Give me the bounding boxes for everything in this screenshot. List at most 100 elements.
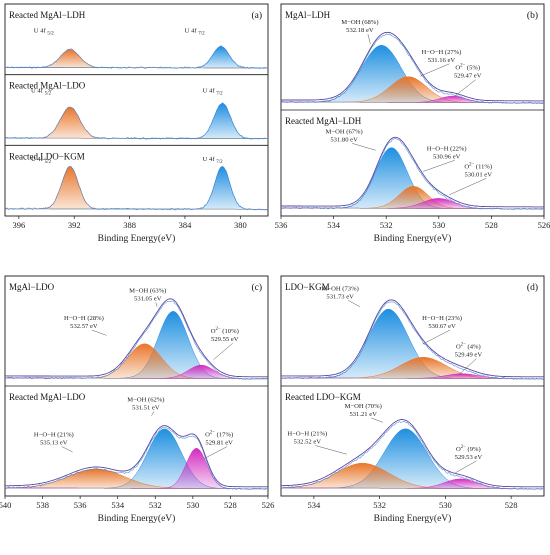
peak-label-text: U 4f: [31, 87, 45, 94]
x-tick-label: 526: [262, 500, 275, 510]
peak-energy: 531.16 eV: [428, 57, 456, 64]
x-tick-label: 530: [186, 500, 199, 510]
baseline-curve: [281, 487, 544, 490]
peak-blue: [5, 46, 268, 69]
peak-label-name: O: [205, 432, 210, 439]
peak-blue: [5, 103, 268, 139]
peak-label: M−OH (63%): [129, 288, 166, 295]
peak-label: M−OH (70%): [345, 403, 382, 410]
x-tick-label: 534: [111, 500, 125, 510]
leader-line: [151, 411, 155, 416]
panel-letter: (a): [251, 10, 262, 21]
peak-label: M−OH (67%): [326, 128, 363, 135]
peak-label-pct: (5%): [465, 65, 480, 72]
fit-envelope: [281, 419, 544, 488]
raw-spectrum: [4, 45, 269, 69]
x-tick-label: 384: [179, 220, 193, 230]
raw-spectrum: [280, 33, 544, 104]
subplot-title: Reacted MgAl−LDH: [9, 10, 86, 20]
peak-label-subscript: 5/2: [45, 160, 52, 165]
leader-line: [315, 445, 347, 455]
peak-energy: 529.53 eV: [455, 454, 483, 461]
peak-label-text: U 4f: [185, 27, 199, 34]
peak-label-text: U 4f: [203, 156, 217, 163]
x-tick-label: 528: [224, 500, 237, 510]
chart-panel-4: LDO−KGM (d) M−OH (73%)531.73 eV H−O−H (23%)…: [280, 275, 545, 524]
leader-line: [458, 358, 477, 376]
peak-label-pct: (10%): [221, 328, 239, 335]
x-tick-label: 536: [74, 500, 87, 510]
leader-line: [213, 343, 233, 360]
panel-letter: (b): [527, 10, 538, 21]
leader-line: [204, 446, 228, 459]
peak-label: M−OH (73%): [322, 285, 359, 292]
peak-label-name: O: [211, 328, 216, 335]
x-tick-label: 534: [308, 500, 322, 510]
peak-label: U 4f 7/2: [203, 156, 223, 165]
x-tick-label: 388: [123, 220, 136, 230]
x-tick-label: 526: [538, 220, 550, 230]
peak-energy: 529.81 eV: [205, 440, 233, 447]
peak-label: H−O−H (21%): [34, 432, 74, 439]
x-axis-label: Binding Energy(eV): [374, 513, 452, 524]
x-tick-label: 532: [373, 500, 386, 510]
leader-line: [420, 63, 450, 77]
chart-panel-1: Reacted MgAl−LDH (a)U 4f 5/2 U 4f 7/2React…: [4, 3, 269, 244]
peak-label-text: U 4f: [34, 27, 48, 34]
baseline-curve: [5, 487, 268, 490]
peak-label: H−O−H (22%): [427, 145, 467, 152]
subplot: MgAl−LDH (b) M−OH (68%)532.18 eV H−O−H (27%…: [280, 10, 544, 104]
peak-orange: [281, 76, 544, 104]
peak-label-pct: (17%): [215, 432, 233, 439]
subplot-title: Reacted LDO−KGM: [9, 151, 85, 161]
panel-frame: [4, 3, 269, 217]
peak-energy: 531.80 eV: [330, 136, 358, 143]
peak-label-subscript: 7/2: [198, 31, 205, 36]
panel-letter: (c): [251, 282, 262, 293]
peak-label: H−O−H (21%): [287, 431, 327, 438]
raw-spectrum: [4, 102, 269, 140]
peak-orange: [5, 343, 268, 380]
leader-line: [155, 302, 158, 307]
peak-label-pct: (9%): [466, 446, 481, 453]
subplot-title: Reacted MgAl−LDH: [285, 116, 362, 126]
fit-envelope: [5, 298, 268, 378]
x-axis: 396 392 388 384 380 Binding Energy(eV): [12, 216, 247, 244]
baseline-curve: [5, 208, 268, 210]
peak-label-superscript: 2−: [461, 445, 466, 450]
peak-energy: 532.18 eV: [346, 27, 374, 34]
fit-envelope: [281, 299, 544, 378]
peak-label: M−OH (68%): [341, 19, 378, 26]
peak-label-pct: (11%): [474, 163, 492, 170]
peak-label: U 4f 7/2: [203, 87, 223, 96]
subplot-title: Reacted MgAl−LDO: [9, 392, 86, 402]
peak-energy: 529.47 eV: [454, 73, 482, 80]
peak-energy: 532.57 eV: [70, 323, 98, 330]
x-axis-label: Binding Energy(eV): [98, 513, 176, 524]
subplot-title: MgAl−LDH: [285, 10, 331, 20]
chart-panel-3: MgAl−LDO (c) M−OH (63%)531.05 eV H−O−H (28%…: [0, 275, 275, 524]
leader-line: [61, 446, 73, 453]
peak-label: H−O−H (23%): [422, 315, 462, 322]
x-tick-label: 396: [12, 220, 25, 230]
subplot: MgAl−LDO (c) M−OH (63%)531.05 eV H−O−H (28%…: [4, 282, 269, 380]
peak-label-superscript: 2−: [460, 64, 465, 69]
chart-panel-2: MgAl−LDH (b) M−OH (68%)532.18 eV H−O−H (27%…: [275, 3, 550, 244]
peak-energy: 530.67 eV: [428, 323, 456, 330]
subplot: Reacted MgAl−LDO M−OH (62%)531.51 eV H−O−H…: [4, 385, 269, 490]
panel-letter: (d): [527, 282, 538, 293]
raw-spectrum: [4, 300, 269, 380]
peak-label-superscript: 2−: [210, 431, 215, 436]
x-tick-label: 530: [439, 500, 452, 510]
leader-line: [454, 79, 476, 97]
leader-line: [422, 329, 451, 345]
x-tick-label: 536: [275, 220, 288, 230]
peak-energy: 531.73 eV: [326, 293, 354, 300]
fit-envelope: [5, 425, 268, 488]
peak-energy: 530.01 eV: [465, 171, 493, 178]
leader-line: [91, 329, 107, 336]
leader-line: [348, 300, 361, 308]
peak-label: U 4f 5/2: [31, 87, 51, 96]
